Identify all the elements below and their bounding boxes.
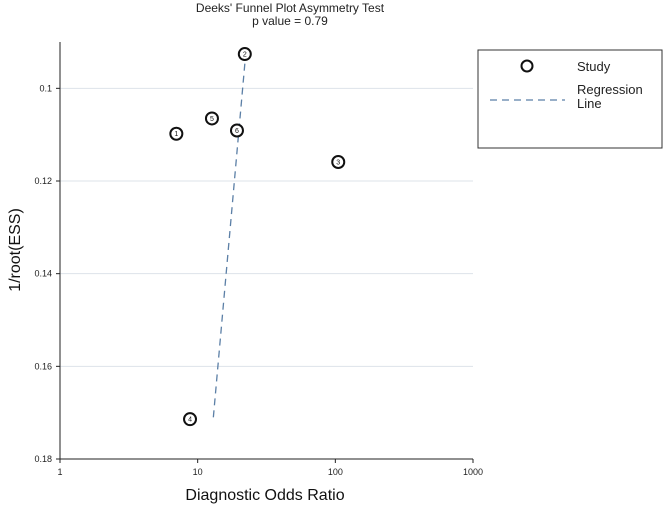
study-point-5: 5 (204, 111, 219, 126)
study-point-label: 1 (174, 131, 178, 138)
tick-labels: 0.1 0.12 0.14 0.16 0.18 1 10 100 1000 (34, 83, 483, 477)
x-tick-label: 1000 (463, 467, 483, 477)
chart-subtitle: p value = 0.79 (252, 14, 328, 28)
axes (56, 42, 474, 463)
y-axis-label: 1/root(ESS) (7, 208, 24, 292)
study-point-6: 6 (229, 123, 244, 138)
study-point-label: 6 (235, 128, 239, 135)
legend-study-label: Study (577, 59, 611, 74)
legend-regression-label-2: Line (577, 96, 602, 111)
x-tick-label: 1 (57, 467, 62, 477)
y-tick-label: 0.16 (34, 361, 52, 371)
regression-layer (212, 48, 247, 418)
legend: Study Regression Line (477, 49, 663, 149)
y-tick-label: 0.1 (39, 83, 52, 93)
study-point-3: 3 (331, 155, 346, 170)
regression-line (212, 48, 247, 418)
study-point-label: 2 (243, 52, 247, 59)
study-point-marker (183, 412, 198, 427)
study-point-label: 3 (336, 160, 340, 167)
study-points: 1 2 3 4 5 6 (169, 47, 346, 427)
legend-regression-label-1: Regression (577, 82, 643, 97)
legend-study-marker (520, 59, 534, 73)
study-point-4: 4 (183, 412, 198, 427)
study-point-label: 4 (188, 417, 192, 424)
study-point-marker (229, 123, 244, 138)
x-axis-label: Diagnostic Odds Ratio (185, 487, 344, 504)
y-tick-label: 0.18 (34, 454, 52, 464)
x-tick-label: 10 (193, 467, 203, 477)
study-point-marker (237, 47, 252, 62)
study-point-label: 5 (210, 116, 214, 123)
study-point-marker (169, 126, 184, 141)
study-point-marker (204, 111, 219, 126)
study-point-marker (331, 155, 346, 170)
chart-title: Deeks' Funnel Plot Asymmetry Test (196, 1, 385, 15)
x-tick-label: 100 (328, 467, 343, 477)
legend-box (477, 49, 663, 149)
study-point-1: 1 (169, 126, 184, 141)
y-tick-label: 0.12 (34, 176, 52, 186)
gridlines (60, 87, 473, 367)
study-point-2: 2 (237, 47, 252, 62)
y-tick-label: 0.14 (34, 269, 52, 279)
